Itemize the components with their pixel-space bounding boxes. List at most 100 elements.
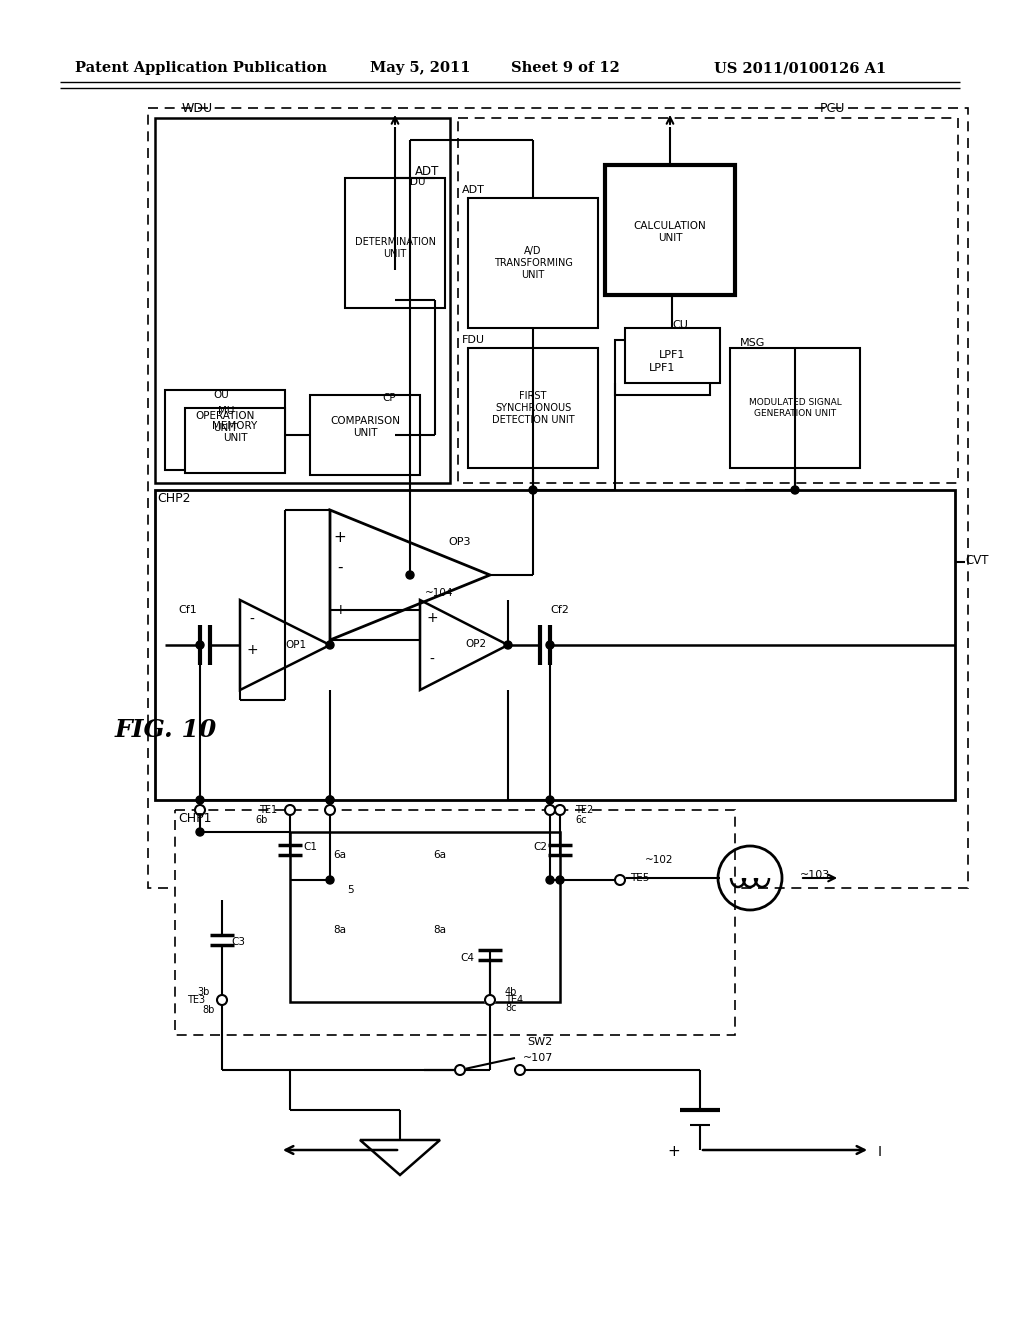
Circle shape (326, 876, 334, 884)
Text: C2: C2 (534, 842, 547, 851)
Bar (290, 832, 560, 1002)
Circle shape (326, 796, 334, 804)
Circle shape (529, 486, 537, 494)
Text: May 5, 2011: May 5, 2011 (370, 61, 470, 75)
Text: DU: DU (410, 177, 426, 187)
Text: MEMORY
UNIT: MEMORY UNIT (212, 421, 258, 442)
Text: -: - (429, 653, 434, 667)
Text: 6b: 6b (256, 814, 268, 825)
Text: CP: CP (382, 393, 395, 403)
Text: +: + (334, 529, 346, 544)
Circle shape (326, 796, 334, 804)
Text: COMPARISON
UNIT: COMPARISON UNIT (330, 416, 400, 438)
Circle shape (791, 486, 799, 494)
Text: C3: C3 (231, 937, 245, 946)
Text: 6c: 6c (575, 814, 587, 825)
Text: C4: C4 (460, 953, 474, 964)
Text: A/D
TRANSFORMING
UNIT: A/D TRANSFORMING UNIT (494, 247, 572, 280)
Circle shape (615, 875, 625, 884)
Circle shape (555, 805, 565, 814)
Circle shape (504, 642, 512, 649)
Text: Cf2: Cf2 (550, 605, 569, 615)
Text: -: - (337, 560, 343, 574)
Circle shape (455, 1065, 465, 1074)
Circle shape (556, 876, 564, 884)
Text: ADT: ADT (415, 165, 439, 178)
Text: TE2: TE2 (575, 805, 593, 814)
Text: CALCULATION
UNIT: CALCULATION UNIT (634, 222, 707, 243)
Text: CVT: CVT (965, 553, 988, 566)
Circle shape (326, 642, 334, 649)
Text: MSG: MSG (740, 338, 765, 348)
Text: 8a: 8a (334, 925, 346, 935)
Bar (165, 389, 285, 470)
Text: TE3: TE3 (186, 995, 205, 1005)
Text: 5: 5 (347, 884, 353, 895)
Circle shape (196, 828, 204, 836)
Text: +: + (668, 1144, 680, 1159)
Bar (468, 198, 598, 327)
Circle shape (546, 796, 554, 804)
Text: Patent Application Publication: Patent Application Publication (75, 61, 327, 75)
Circle shape (217, 995, 227, 1005)
Text: FIG. 10: FIG. 10 (115, 718, 217, 742)
Text: TE1: TE1 (259, 805, 278, 814)
Circle shape (485, 995, 495, 1005)
Text: ADT: ADT (462, 185, 485, 195)
Circle shape (546, 642, 554, 649)
Text: C1: C1 (303, 842, 317, 851)
Bar (468, 348, 598, 469)
Text: FIRST
SYNCHRONOUS
DETECTION UNIT: FIRST SYNCHRONOUS DETECTION UNIT (492, 392, 574, 425)
Text: 8c: 8c (505, 1003, 516, 1012)
Text: FDU: FDU (462, 335, 485, 345)
Text: 3b: 3b (198, 987, 210, 997)
Bar (730, 348, 860, 469)
Bar (615, 341, 710, 395)
Circle shape (545, 805, 555, 814)
Text: +: + (246, 643, 258, 657)
Text: OP2: OP2 (466, 639, 486, 649)
Text: ~104: ~104 (425, 587, 454, 598)
Text: 8a: 8a (433, 925, 446, 935)
Text: LPF1: LPF1 (658, 350, 685, 360)
Bar (155, 117, 450, 483)
Text: I: I (878, 1144, 882, 1159)
Text: CHP1: CHP1 (178, 812, 212, 825)
Text: DETERMINATION
UNIT: DETERMINATION UNIT (354, 238, 435, 259)
Text: ~107: ~107 (523, 1053, 553, 1063)
Text: +: + (334, 603, 346, 616)
Text: CU: CU (672, 319, 688, 330)
Circle shape (325, 805, 335, 814)
Bar (175, 810, 735, 1035)
Text: LPF1: LPF1 (649, 363, 675, 374)
Text: -: - (250, 612, 254, 627)
Bar (458, 117, 958, 483)
Bar (625, 327, 720, 383)
Bar (148, 108, 968, 888)
Text: 4b: 4b (505, 987, 517, 997)
Text: MODULATED SIGNAL
GENERATION UNIT: MODULATED SIGNAL GENERATION UNIT (749, 399, 842, 417)
Text: OP1: OP1 (286, 640, 306, 649)
Text: PCU: PCU (820, 102, 846, 115)
Text: MU: MU (218, 407, 234, 416)
Circle shape (406, 572, 414, 579)
Circle shape (196, 642, 204, 649)
Text: ~102: ~102 (645, 855, 674, 865)
Bar (345, 178, 445, 308)
Bar (155, 490, 955, 800)
Text: OP3: OP3 (449, 537, 471, 546)
Text: SW2: SW2 (527, 1038, 553, 1047)
Text: US 2011/0100126 A1: US 2011/0100126 A1 (714, 61, 886, 75)
Text: ~103: ~103 (800, 870, 830, 880)
Text: CHP2: CHP2 (157, 492, 190, 506)
Text: Cf1: Cf1 (178, 605, 198, 615)
Text: TE4: TE4 (505, 995, 523, 1005)
Text: WDU: WDU (182, 102, 213, 115)
Text: 8b: 8b (203, 1005, 215, 1015)
Circle shape (195, 805, 205, 814)
Text: +: + (426, 611, 438, 624)
Circle shape (546, 876, 554, 884)
Bar (605, 165, 735, 294)
Text: OU: OU (213, 389, 228, 400)
Circle shape (285, 805, 295, 814)
